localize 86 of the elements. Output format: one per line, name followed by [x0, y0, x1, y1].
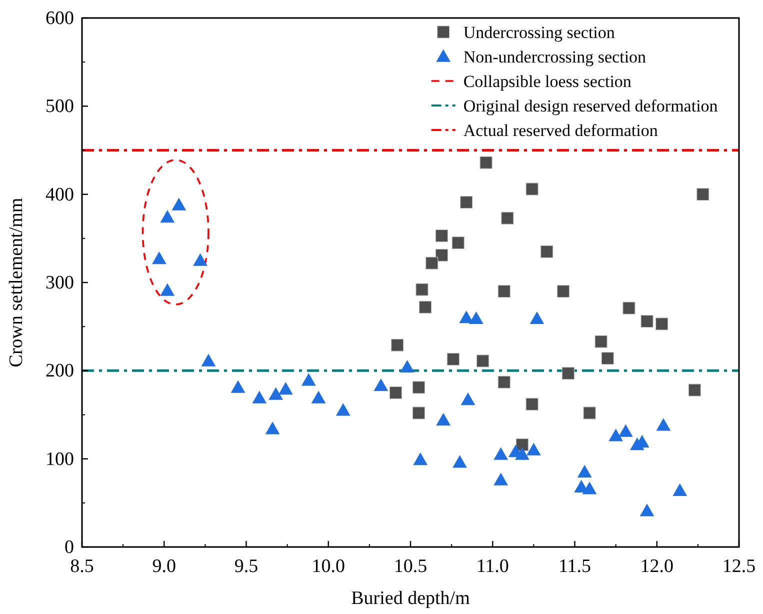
x-tick-label: 9.0 — [152, 556, 176, 577]
point — [583, 406, 596, 420]
point — [608, 428, 624, 442]
point — [640, 504, 654, 516]
point — [278, 382, 293, 395]
x-tick-label: 12.5 — [722, 556, 756, 577]
point — [193, 253, 208, 266]
x-tick-label: 11.0 — [476, 556, 509, 577]
point — [400, 360, 414, 373]
y-axis-title: Crown settlement/mm — [6, 198, 27, 368]
y-tick-label: 500 — [46, 96, 74, 118]
point — [562, 367, 574, 380]
point — [556, 285, 570, 298]
point — [268, 387, 284, 400]
point — [436, 412, 451, 426]
point — [526, 398, 538, 410]
point — [526, 442, 541, 456]
y-tick-label: 0 — [64, 537, 74, 558]
point — [460, 392, 476, 406]
point — [152, 251, 166, 264]
annotation: Collapsible loess section — [463, 72, 632, 91]
legend-label: Undercrossing section — [463, 23, 616, 42]
point — [656, 318, 668, 330]
point — [480, 156, 492, 169]
point — [582, 482, 597, 494]
x-tick-label: 8.5 — [70, 556, 94, 577]
point — [374, 378, 388, 392]
point — [412, 381, 426, 394]
point — [640, 314, 654, 328]
point — [476, 354, 490, 368]
point — [514, 447, 530, 460]
point — [656, 418, 671, 431]
point — [526, 182, 538, 196]
y-tick-label: 600 — [46, 8, 74, 29]
x-tick-label: 12.0 — [640, 556, 674, 577]
y-tick-label: 100 — [46, 448, 74, 470]
x-axis-title: Buried depth/m — [351, 588, 470, 609]
point — [577, 464, 592, 478]
y-tick-label: 300 — [46, 272, 74, 294]
point — [452, 455, 467, 468]
point — [540, 245, 554, 258]
point — [230, 380, 246, 393]
point — [446, 352, 460, 366]
point — [391, 338, 404, 352]
point — [201, 354, 216, 366]
x-tick-label: 9.5 — [234, 556, 258, 577]
point — [594, 335, 608, 348]
point — [413, 452, 428, 466]
point — [301, 373, 316, 386]
point — [172, 198, 186, 210]
point — [252, 390, 267, 404]
point — [426, 256, 438, 270]
x-tick-label: 10.5 — [394, 556, 428, 577]
point — [530, 311, 544, 324]
point — [435, 248, 448, 262]
point — [435, 229, 448, 242]
point — [672, 483, 688, 496]
x-tick-label: 10.0 — [312, 556, 345, 577]
point — [160, 283, 175, 296]
point — [418, 300, 432, 314]
point — [618, 424, 633, 437]
point — [452, 236, 464, 250]
y-tick-label: 200 — [46, 360, 74, 382]
point — [501, 212, 514, 224]
point — [265, 422, 280, 434]
legend-label: Actual reserved deformation — [463, 121, 658, 140]
point — [622, 302, 636, 314]
point — [688, 384, 701, 396]
point — [601, 352, 614, 365]
point — [494, 447, 508, 460]
point — [160, 210, 175, 223]
y-tick-label: 400 — [46, 184, 74, 206]
x-tick-label: 11.5 — [558, 556, 592, 577]
legend-label: Non-undercrossing section — [463, 48, 647, 66]
point — [498, 376, 510, 388]
point — [412, 406, 426, 420]
point — [494, 472, 508, 486]
point — [389, 386, 402, 400]
point — [696, 188, 710, 201]
point — [416, 283, 428, 296]
point — [311, 390, 326, 404]
point — [336, 403, 350, 416]
point — [469, 311, 484, 324]
point — [460, 196, 473, 209]
legend-label: Original design reserved deformation — [463, 96, 718, 116]
point — [498, 285, 510, 298]
